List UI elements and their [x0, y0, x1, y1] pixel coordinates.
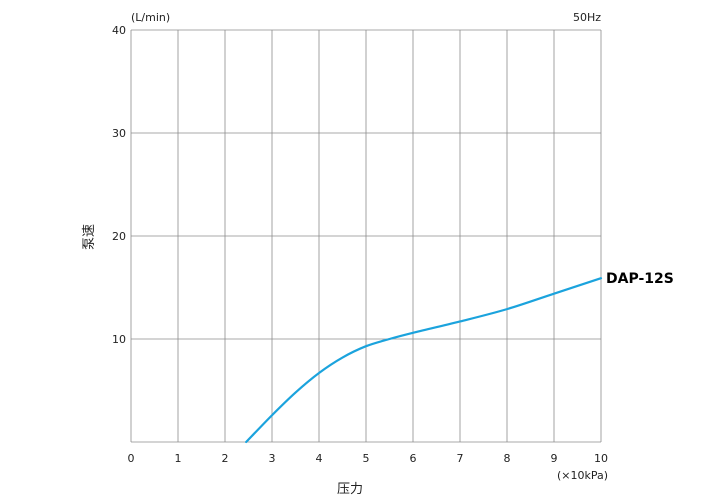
x-tick-label-6: 6 — [410, 452, 417, 465]
y-unit-label: (L/min) — [131, 11, 170, 24]
x-axis-title: 压力 — [337, 482, 363, 497]
y-tick-label-1: 20 — [112, 230, 126, 243]
x-tick-labels: 0 1 2 3 4 5 6 7 8 9 10 — [128, 452, 609, 465]
y-tick-label-3: 40 — [112, 24, 126, 37]
grid — [130, 29, 602, 443]
x-tick-label-2: 2 — [222, 452, 229, 465]
x-tick-label-0: 0 — [128, 452, 135, 465]
x-unit-label: (×10kPa) — [557, 469, 608, 482]
series-lines: DAP-12S — [245, 271, 674, 444]
series-label-0: DAP-12S — [606, 271, 674, 287]
series-line-0 — [245, 277, 603, 444]
frequency-label: 50Hz — [573, 11, 601, 24]
x-tick-label-1: 1 — [175, 452, 182, 465]
x-tick-label-5: 5 — [363, 452, 370, 465]
x-tick-label-7: 7 — [457, 452, 464, 465]
y-tick-labels: 10 20 30 40 — [112, 24, 126, 346]
x-tick-label-9: 9 — [551, 452, 558, 465]
x-tick-label-10: 10 — [594, 452, 608, 465]
x-tick-label-4: 4 — [316, 452, 323, 465]
y-tick-label-2: 30 — [112, 127, 126, 140]
y-axis-title: 泵速 — [82, 224, 97, 250]
x-tick-label-3: 3 — [269, 452, 276, 465]
y-tick-label-0: 10 — [112, 333, 126, 346]
x-tick-label-8: 8 — [504, 452, 511, 465]
